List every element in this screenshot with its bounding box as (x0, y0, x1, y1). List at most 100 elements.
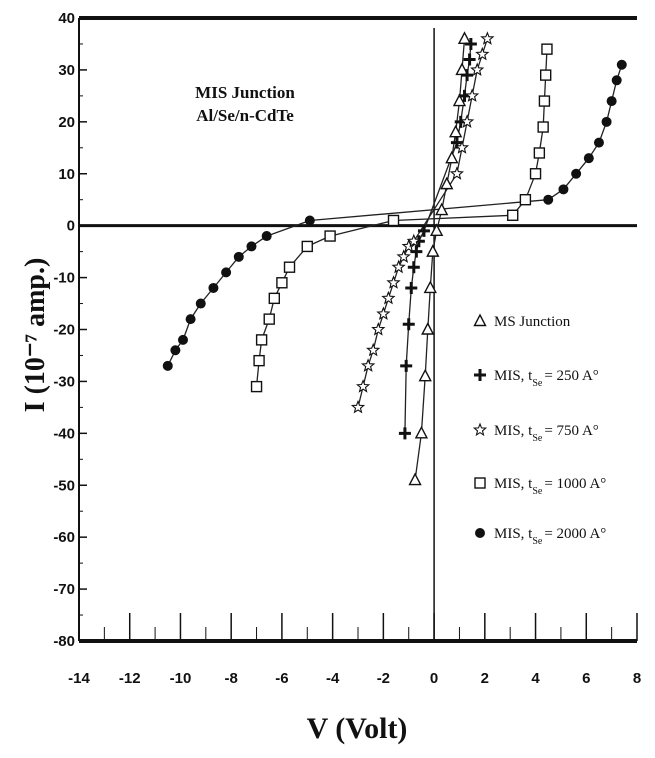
data-point-circle (593, 137, 604, 148)
data-point-square (533, 147, 546, 159)
data-point-square (255, 334, 268, 346)
data-point-circle (170, 345, 181, 356)
y-tick-label: -60 (53, 529, 75, 546)
data-point-circle (208, 282, 219, 293)
data-point-star (366, 342, 381, 357)
y-tick-label: 0 (67, 218, 75, 235)
y-tick-label: -80 (53, 633, 75, 650)
legend-label: MIS, tSe = 250 A° (494, 368, 599, 389)
data-point-plus (417, 224, 430, 237)
y-tick-label: -20 (53, 322, 75, 339)
legend-entry: MIS, tSe = 750 A° (472, 422, 599, 444)
data-point-circle (221, 267, 232, 278)
data-point-star (396, 249, 411, 263)
y-tick-label: 30 (58, 62, 75, 79)
data-point-square (301, 240, 313, 253)
legend-label: MIS, tSe = 1000 A° (494, 476, 606, 497)
data-point-star (386, 275, 401, 289)
legend-entry: MIS, tSe = 2000 A° (475, 526, 606, 547)
data-point-plus (407, 261, 420, 274)
data-point-square (529, 168, 542, 180)
data-point-plus (398, 427, 411, 440)
annotation-line-2: Al/Se/n-CdTe (196, 106, 294, 125)
data-point-square (519, 194, 532, 206)
x-tick-label: 0 (430, 670, 438, 687)
data-point-circle (162, 360, 173, 371)
data-point-star (381, 290, 396, 305)
data-point-triangle (421, 321, 435, 335)
data-point-triangle (414, 425, 429, 439)
data-point-circle (606, 96, 617, 107)
legend-entry: MS Junction (473, 313, 571, 330)
legend-marker-star (472, 422, 488, 437)
data-point-star (449, 166, 464, 180)
data-point-square (537, 121, 549, 133)
data-point-square (538, 95, 551, 107)
data-point-circle (616, 59, 627, 70)
legend: MS Junction MIS, tSe = 250 A° MIS, tSe = 750… (472, 313, 606, 547)
data-point-circle (601, 116, 612, 127)
x-axis-ticks: -14 -12 -10 -8 -6 -4 -2 0 2 4 6 8 (68, 613, 641, 687)
series-curve (255, 49, 548, 387)
legend-marker-circle (475, 528, 485, 538)
data-point-star (406, 233, 421, 248)
data-point-triangle (408, 472, 422, 486)
data-point-square (263, 313, 275, 325)
legend-marker-square (474, 477, 486, 489)
data-point-star (355, 379, 371, 393)
legend-marker-triangle (473, 313, 487, 327)
data-point-circle (558, 184, 569, 195)
x-tick-label: -12 (119, 670, 141, 687)
y-tick-label: -40 (53, 425, 75, 442)
x-tick-label: -10 (170, 670, 192, 687)
x-tick-label: -14 (68, 670, 90, 687)
data-point-square (539, 69, 552, 81)
x-axis-title: V (Volt) (307, 712, 408, 745)
data-point-star (470, 62, 485, 77)
data-point-circle (185, 314, 196, 325)
data-point-circle (571, 168, 582, 179)
y-tick-label: 40 (58, 10, 75, 27)
data-point-circle (611, 75, 622, 86)
data-point-star (459, 114, 475, 128)
legend-label: MIS, tSe = 2000 A° (494, 526, 606, 547)
data-point-star (376, 306, 391, 321)
y-tick-label: 20 (58, 114, 75, 131)
x-tick-label: 4 (531, 670, 540, 687)
legend-marker-plus (474, 369, 486, 381)
y-axis-ticks: 40 30 20 10 0 -10 -20 -30 -40 -50 -60 -70 -80 (53, 10, 87, 650)
annotation-line-1: MIS Junction (195, 83, 295, 102)
x-tick-label: -8 (225, 670, 238, 687)
data-point-circle (583, 153, 594, 164)
data-point-triangle (426, 244, 440, 257)
data-point-triangle (429, 223, 444, 237)
data-point-plus (402, 318, 415, 331)
data-point-square (507, 209, 519, 221)
data-point-star (464, 88, 480, 102)
x-tick-label: 8 (633, 670, 641, 687)
data-point-circle (195, 298, 206, 309)
data-point-star (360, 358, 376, 372)
data-point-square (253, 354, 265, 367)
data-point-triangle (445, 150, 459, 164)
x-tick-label: -2 (377, 670, 390, 687)
legend-entry: MIS, tSe = 250 A° (474, 368, 599, 389)
data-point-circle (261, 231, 272, 242)
data-point-square (276, 277, 288, 289)
legend-entry: MIS, tSe = 1000 A° (474, 476, 606, 497)
data-point-plus (464, 37, 477, 50)
data-point-circle (177, 334, 188, 345)
data-point-plus (463, 53, 476, 66)
legend-label: MS Junction (494, 314, 571, 330)
data-markers (162, 31, 627, 486)
data-point-star (454, 140, 470, 154)
data-point-plus (461, 69, 474, 82)
data-point-circle (304, 215, 315, 226)
x-tick-label: 2 (481, 670, 489, 687)
legend-label: MIS, tSe = 750 A° (494, 423, 599, 444)
y-tick-label: 10 (58, 166, 75, 183)
data-point-square (324, 230, 336, 242)
y-tick-label: -70 (53, 581, 75, 598)
data-point-plus (405, 281, 418, 294)
